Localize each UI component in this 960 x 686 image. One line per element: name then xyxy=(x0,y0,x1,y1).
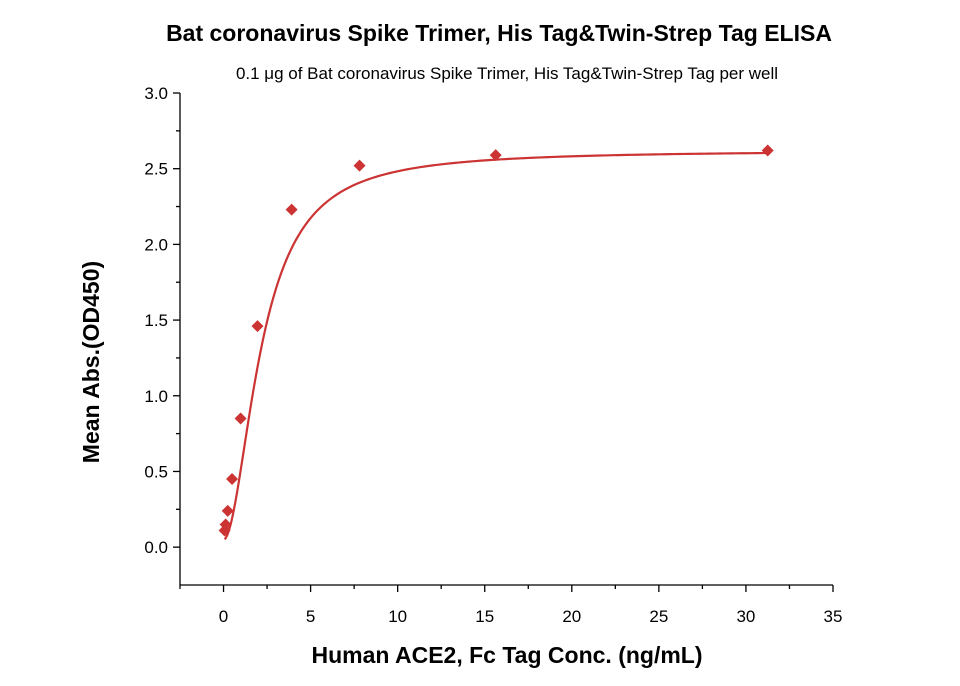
data-point-diamond xyxy=(226,473,239,486)
data-point-diamond xyxy=(489,149,502,162)
x-axis-ticks: 0 5 10 15 20 25 30 35 xyxy=(179,585,843,626)
y-tick-label: 0.0 xyxy=(144,538,168,557)
x-tick-label: 10 xyxy=(388,607,407,626)
data-point-diamond xyxy=(219,518,232,531)
y-tick-label: 1.0 xyxy=(144,387,168,406)
x-axis-title: Human ACE2, Fc Tag Conc. (ng/mL) xyxy=(311,642,702,668)
data-point-diamond xyxy=(761,144,774,157)
data-points xyxy=(218,144,774,537)
chart-title: Bat coronavirus Spike Trimer, His Tag&Tw… xyxy=(166,20,832,46)
data-point-diamond xyxy=(353,159,366,172)
y-tick-label: 0.5 xyxy=(144,462,168,481)
x-tick-label: 25 xyxy=(649,607,668,626)
y-axis-ticks: 0.0 0.5 1.0 1.5 2.0 2.5 3.0 xyxy=(144,84,180,557)
y-tick-label: 2.0 xyxy=(144,235,168,254)
y-tick-label: 1.5 xyxy=(144,311,168,330)
data-point-diamond xyxy=(221,504,234,517)
data-point-diamond xyxy=(251,320,264,333)
x-tick-label: 30 xyxy=(736,607,755,626)
chart-subtitle: 0.1 μg of Bat coronavirus Spike Trimer, … xyxy=(236,64,778,83)
x-tick-label: 35 xyxy=(824,607,843,626)
y-axis-title: Mean Abs.(OD450) xyxy=(78,261,104,463)
y-tick-label: 3.0 xyxy=(144,84,168,103)
plot-area: 0.0 0.5 1.0 1.5 2.0 2.5 3.0 0 5 10 15 20 25 30 35 xyxy=(144,84,842,626)
x-tick-label: 20 xyxy=(562,607,581,626)
data-point-diamond xyxy=(285,203,298,216)
x-tick-label: 5 xyxy=(306,607,315,626)
data-point-diamond xyxy=(234,412,247,425)
x-tick-label: 15 xyxy=(475,607,494,626)
y-tick-label: 2.5 xyxy=(144,160,168,179)
x-tick-label: 0 xyxy=(219,607,228,626)
fit-curve xyxy=(223,151,768,541)
